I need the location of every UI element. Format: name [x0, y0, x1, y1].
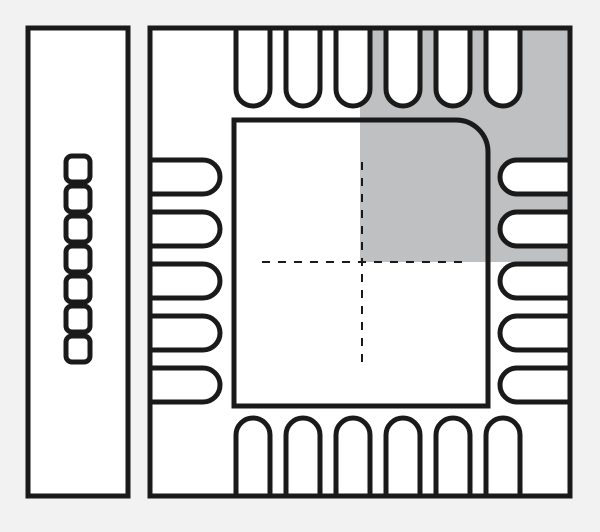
- qfn-package-diagram: [0, 0, 600, 532]
- package-svg: [0, 0, 600, 532]
